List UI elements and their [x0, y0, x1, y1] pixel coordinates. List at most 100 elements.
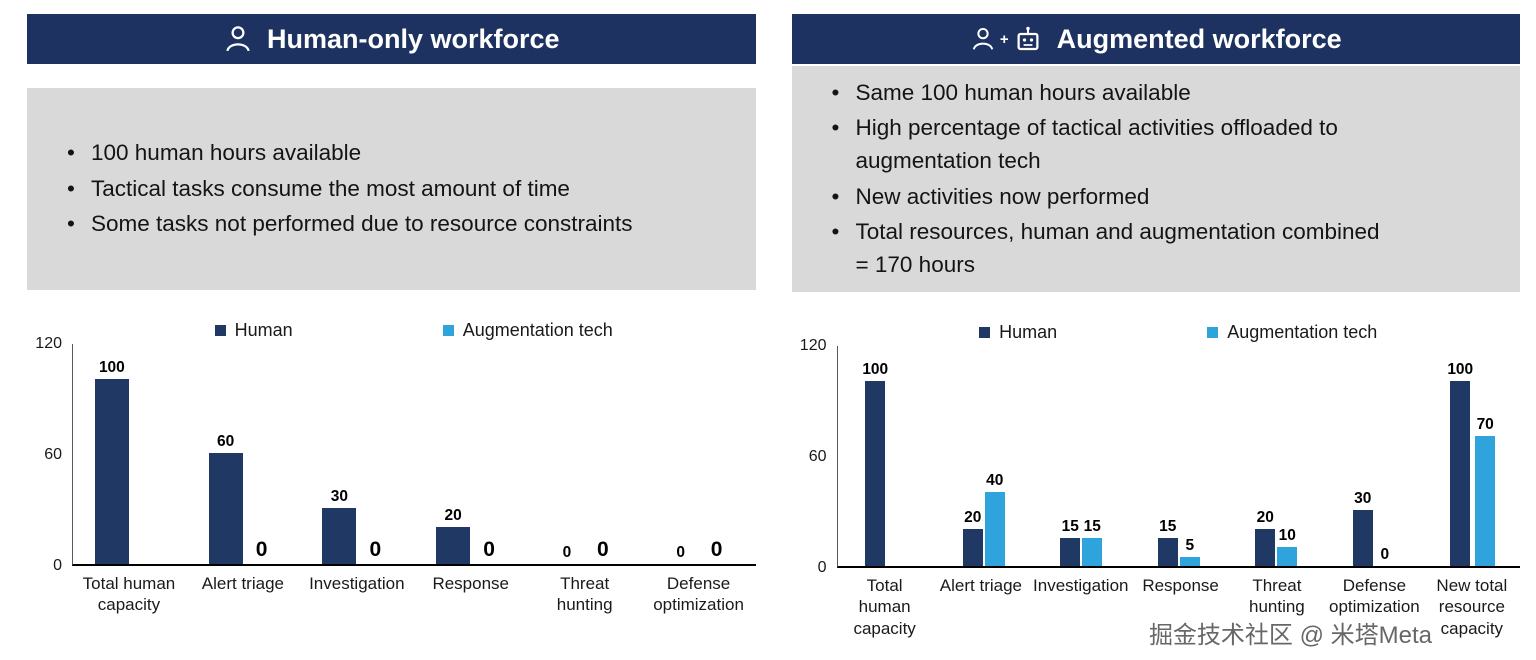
bar	[322, 508, 357, 564]
bar	[962, 529, 983, 566]
bar-group: 100	[838, 361, 936, 566]
bar-group: 15 15	[1033, 518, 1131, 566]
x-category-label: Threat hunting	[556, 574, 613, 615]
bar	[865, 381, 886, 566]
bar-slot: 15	[1060, 518, 1081, 566]
bar-slot: 0	[358, 539, 392, 564]
bar	[1157, 538, 1178, 566]
person-plus-robot-icon: +	[970, 24, 1043, 54]
bar-value-label: 0	[676, 543, 685, 561]
bar	[1352, 510, 1373, 566]
y-axis: 0 60 120	[27, 335, 72, 574]
bar	[1179, 557, 1200, 566]
bar-slot: 30	[1352, 489, 1373, 566]
bar-value-label: 0	[710, 538, 723, 561]
legend-item: Augmentation tech	[442, 319, 613, 341]
bar	[1450, 381, 1471, 566]
bar-slot: 100	[94, 359, 129, 564]
robot-icon-svg	[1017, 26, 1039, 51]
x-category-label: Threat hunting	[1248, 576, 1305, 617]
bullet: Total resources, human and augmentation …	[826, 216, 1386, 281]
x-category-label: New total resource capacity	[1436, 576, 1508, 638]
bar-slot: 20	[962, 508, 983, 566]
bar	[1475, 436, 1496, 566]
x-category-label: Alert triage	[201, 574, 284, 593]
info-box-human-only: 100 human hours available Tactical tasks…	[27, 88, 756, 290]
chart-legend: Human Augmentation tech	[837, 318, 1521, 346]
bar-value-label: 30	[1354, 489, 1372, 507]
x-category-label: Response	[432, 574, 509, 593]
bar-slot: 0	[1375, 546, 1395, 567]
legend-label: Augmentation tech	[462, 319, 613, 340]
y-tick-label: 60	[44, 446, 62, 463]
bar	[984, 492, 1005, 566]
bar	[1277, 547, 1298, 566]
legend-label: Human	[999, 321, 1058, 342]
bar-slot: 40	[984, 472, 1005, 566]
panels-row: Human-only workforce 100 human hours ava…	[0, 0, 1536, 639]
bar-value-label: 15	[1159, 517, 1177, 535]
bar-value-label: 5	[1185, 536, 1195, 554]
bar-group: 20 10	[1228, 509, 1326, 566]
bar-slot: 5	[1179, 536, 1200, 566]
bar-slot: 0	[586, 539, 620, 564]
bar-value-label: 60	[217, 432, 235, 450]
person-icon-svg	[226, 26, 250, 52]
bar-group: 15 5	[1130, 517, 1228, 566]
x-category-label: Defense optimization	[653, 574, 744, 615]
bullet: Some tasks not performed due to resource…	[61, 208, 730, 241]
bar	[208, 453, 243, 564]
legend-label: Human	[234, 319, 293, 340]
x-category-label: Total human capacity	[853, 576, 916, 638]
bar-value-label: 20	[964, 508, 982, 526]
panel-augmented: + Augmented workforce Same 100 human hou…	[791, 14, 1521, 639]
bar-value-label: 10	[1278, 526, 1296, 544]
bar-slot: 20	[436, 506, 471, 564]
y-axis: 0 60 120	[792, 337, 837, 576]
legend-item: Augmentation tech	[1207, 322, 1377, 343]
bar-group: 30 0	[1325, 489, 1423, 567]
y-tick-label: 0	[53, 557, 62, 574]
bar-slot: 30	[322, 487, 357, 564]
bar	[436, 527, 471, 564]
augmented-bar-chart: Human Augmentation tech 0 60 120 100 20 40 15 15 1…	[792, 318, 1521, 639]
bar	[1255, 529, 1276, 566]
info-bullets: 100 human hours available Tactical tasks…	[27, 134, 756, 244]
bar-slot: 0	[472, 539, 506, 564]
x-category-label: Investigation	[1033, 576, 1129, 595]
bar-slot: 15	[1157, 517, 1178, 566]
bar	[94, 379, 129, 564]
bar-slot: 15	[1082, 518, 1103, 566]
bar-value-label: 20	[444, 506, 462, 524]
bar-slot: 0	[550, 543, 584, 565]
bar-slot: 0	[664, 543, 698, 565]
bar-group: 60 0	[187, 432, 301, 564]
bar-value-label: 0	[369, 538, 382, 561]
legend-swatch	[1207, 326, 1219, 338]
bar-slot: 0	[245, 539, 279, 564]
bar-value-label: 0	[597, 538, 609, 561]
bar-slot: 100	[862, 361, 888, 566]
bar-slot: 20	[1255, 509, 1276, 566]
bar-value-label: 0	[562, 543, 572, 561]
person-icon	[223, 24, 253, 54]
bar-group: 100 70	[1423, 361, 1521, 566]
x-axis-labels: Total human capacity Alert triage Investig…	[72, 573, 756, 616]
bar-value-label: 30	[330, 487, 348, 505]
bar-group: 20 0	[414, 506, 528, 564]
panel-title: Human-only workforce	[266, 23, 560, 54]
bar-slot: 0	[700, 539, 734, 564]
x-category-label: Response	[1142, 576, 1219, 595]
y-tick-label: 0	[817, 559, 827, 576]
human-only-bar-chart: Human Augmentation tech 0 60 120 100 60 0 30 0 20 0…	[27, 316, 756, 616]
x-category-label: Alert triage	[939, 576, 1022, 595]
plot-area: 100 20 40 15 15 15 5 20 10 30 0 100 70	[836, 346, 1521, 568]
bar-group: 100	[73, 359, 187, 564]
panel-title: Augmented workforce	[1056, 23, 1342, 54]
plot-area: 100 60 0 30 0 20 0 0 0 0 0	[72, 344, 756, 566]
bar	[1082, 538, 1103, 566]
bar-slot: 100	[1447, 361, 1473, 566]
